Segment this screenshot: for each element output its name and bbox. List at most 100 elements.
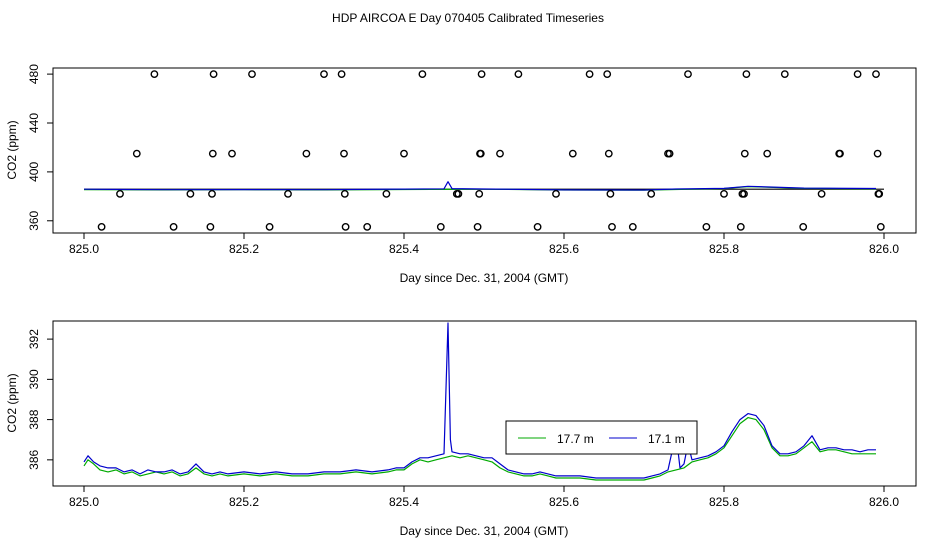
bottom-series-line-17-7-m bbox=[83, 417, 876, 481]
bottom-xtick-label: 826.0 bbox=[869, 495, 899, 509]
top-data-point bbox=[477, 70, 486, 79]
bottom-data-layer bbox=[83, 322, 876, 481]
legend: 17.7 m 17.1 m bbox=[505, 420, 698, 455]
top-data-point bbox=[836, 149, 844, 158]
top-plot-frame bbox=[52, 67, 917, 234]
top-data-point bbox=[872, 70, 880, 79]
top-data-point bbox=[552, 189, 560, 198]
top-data-point bbox=[208, 149, 217, 158]
top-ytick-label: 440 bbox=[27, 113, 41, 133]
top-data-point bbox=[763, 149, 772, 158]
top-data-point bbox=[873, 149, 882, 158]
top-data-point bbox=[475, 189, 484, 198]
top-data-point bbox=[454, 189, 463, 198]
top-data-point bbox=[853, 70, 862, 79]
top-data-point bbox=[208, 189, 216, 198]
top-data-point bbox=[876, 222, 885, 231]
top-data-point bbox=[284, 189, 292, 198]
top-ylabel: CO2 (ppm) bbox=[5, 120, 19, 179]
top-ytick-label: 400 bbox=[27, 162, 41, 182]
bottom-ytick-label: 392 bbox=[27, 329, 41, 349]
top-data-point bbox=[736, 222, 745, 231]
top-data-point bbox=[799, 222, 808, 231]
top-data-point bbox=[585, 70, 594, 79]
bottom-ylabel: CO2 (ppm) bbox=[5, 373, 19, 432]
bottom-xtick-label: 825.0 bbox=[69, 495, 99, 509]
top-data-point bbox=[436, 222, 445, 231]
bottom-plot-frame bbox=[52, 320, 917, 487]
legend-label-17-1m: 17.1 m bbox=[648, 432, 685, 446]
top-data-point bbox=[875, 189, 884, 198]
top-data-point bbox=[604, 149, 613, 158]
top-data-point bbox=[740, 149, 749, 158]
top-data-point bbox=[340, 149, 348, 158]
top-data-point bbox=[363, 222, 372, 231]
top-data-point bbox=[780, 70, 789, 79]
top-data-point bbox=[169, 222, 178, 231]
top-data-layer bbox=[83, 70, 885, 231]
top-data-point bbox=[320, 70, 328, 79]
top-data-point bbox=[628, 222, 637, 231]
top-series-line-2 bbox=[83, 181, 877, 191]
top-data-point bbox=[647, 189, 656, 198]
top-xlabel: Day since Dec. 31, 2004 (GMT) bbox=[400, 271, 569, 285]
bottom-xlabel: Day since Dec. 31, 2004 (GMT) bbox=[400, 524, 569, 538]
top-xtick-label: 825.6 bbox=[549, 242, 579, 256]
bottom-ytick-label: 388 bbox=[27, 409, 41, 429]
top-data-point bbox=[817, 189, 826, 198]
top-data-point bbox=[150, 70, 159, 79]
top-data-point bbox=[228, 149, 236, 158]
top-data-point bbox=[418, 70, 427, 79]
top-data-point bbox=[665, 149, 674, 158]
panel-bottom: 825.0 825.2 825.4 825.6 825.8 826.0 386 388 390 3… bbox=[5, 320, 917, 538]
top-data-point bbox=[603, 70, 612, 79]
top-data-point bbox=[186, 189, 195, 198]
top-data-point bbox=[608, 222, 616, 231]
bottom-ytick-label: 386 bbox=[27, 450, 41, 470]
top-data-point bbox=[302, 149, 311, 158]
top-plot-area bbox=[83, 70, 885, 231]
top-data-point bbox=[606, 189, 615, 198]
top-axes-layer: 825.0 825.2 825.4 825.6 825.8 826.0 360 400 440 4… bbox=[27, 64, 899, 256]
top-ytick-label: 480 bbox=[27, 64, 41, 84]
top-data-point bbox=[97, 222, 106, 231]
top-data-point bbox=[116, 189, 124, 198]
bottom-series-line-17-1-m bbox=[83, 322, 876, 479]
top-data-point bbox=[514, 70, 523, 79]
top-data-point bbox=[702, 222, 711, 231]
top-data-point bbox=[400, 149, 408, 158]
top-data-point bbox=[382, 189, 391, 198]
top-data-point bbox=[341, 222, 350, 231]
bottom-xtick-label: 825.4 bbox=[389, 495, 419, 509]
top-data-point bbox=[340, 189, 349, 198]
top-data-point bbox=[568, 149, 577, 158]
top-xtick-label: 826.0 bbox=[869, 242, 899, 256]
top-data-point bbox=[248, 70, 256, 79]
top-data-point bbox=[132, 149, 141, 158]
panel-top: 825.0 825.2 825.4 825.6 825.8 826.0 360 400 440 4… bbox=[5, 64, 917, 285]
bottom-xtick-label: 825.6 bbox=[549, 495, 579, 509]
top-xtick-label: 825.8 bbox=[709, 242, 739, 256]
legend-label-17-7m: 17.7 m bbox=[557, 432, 594, 446]
top-data-point bbox=[209, 70, 218, 79]
top-data-point bbox=[742, 70, 751, 79]
top-data-point bbox=[684, 70, 692, 79]
top-xtick-label: 825.4 bbox=[389, 242, 419, 256]
top-ytick-label: 360 bbox=[27, 210, 41, 230]
bottom-xtick-label: 825.8 bbox=[709, 495, 739, 509]
top-xtick-label: 825.2 bbox=[229, 242, 259, 256]
top-data-point bbox=[265, 222, 274, 231]
top-xtick-label: 825.0 bbox=[69, 242, 99, 256]
bottom-ytick-label: 390 bbox=[27, 369, 41, 389]
top-data-point bbox=[720, 189, 728, 198]
bottom-plot-area bbox=[83, 322, 876, 481]
bottom-axes-layer: 825.0 825.2 825.4 825.6 825.8 826.0 386 388 390 3… bbox=[27, 329, 899, 509]
top-data-point bbox=[337, 70, 346, 79]
top-data-point bbox=[496, 149, 504, 158]
top-data-point bbox=[533, 222, 542, 231]
top-data-point bbox=[206, 222, 215, 231]
bottom-xtick-label: 825.2 bbox=[229, 495, 259, 509]
figure-title: HDP AIRCOA E Day 070405 Calibrated Times… bbox=[332, 11, 604, 25]
top-data-point bbox=[476, 149, 485, 158]
